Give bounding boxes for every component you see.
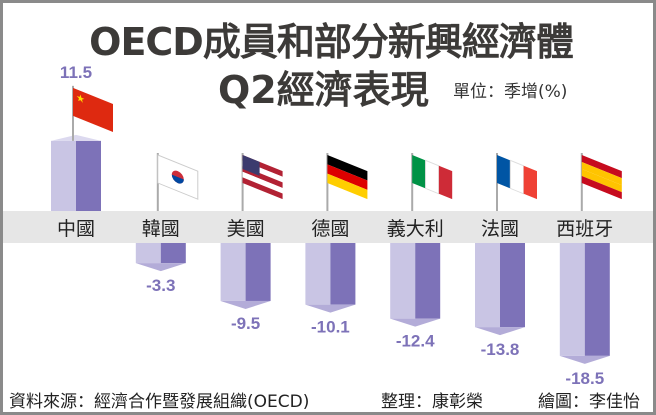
bar-light-face [305, 243, 331, 305]
bar-dark-face [76, 140, 101, 211]
flag-stripe [327, 173, 368, 200]
title-line1: OECD成員和部分新興經濟體 [89, 20, 574, 64]
bar-dark-face [500, 243, 525, 328]
bar-3: -10.1 德國 [305, 153, 368, 337]
flag-stripe [581, 155, 622, 179]
flag-stripe [523, 165, 537, 200]
category-label: 義大利 [387, 218, 444, 240]
flag-stripe [497, 155, 511, 189]
bar-light-face [135, 243, 161, 264]
bar-6: -18.5 西班牙 [556, 153, 622, 388]
bar-bottom-face [135, 263, 186, 272]
spain-flag [581, 155, 622, 200]
category-label: 法國 [481, 218, 519, 240]
france-flag [497, 155, 537, 200]
germany-flag [327, 155, 368, 200]
bar-4: -12.4 義大利 [387, 153, 453, 351]
flag-stripe [73, 87, 113, 133]
bar-dark-face [415, 243, 441, 319]
bar-bottom-face [390, 318, 441, 327]
flag-stripe [327, 164, 368, 190]
category-label: 西班牙 [556, 218, 613, 240]
bar-top-face [51, 134, 101, 141]
flag-stripe [327, 155, 368, 181]
value-label: -18.5 [565, 369, 604, 388]
bar-2: -9.5 美國 [220, 153, 283, 333]
bar-light-face [390, 243, 416, 319]
flag-stripe [412, 155, 426, 189]
flag-stripe [509, 159, 525, 195]
value-label: -13.8 [481, 340, 520, 359]
flag-border [157, 154, 199, 200]
flag-stripe [438, 165, 453, 200]
bar-5: -13.8 法國 [475, 153, 537, 359]
usa-flag [242, 155, 283, 200]
compiled-by: 整理：康彰榮 [381, 392, 483, 412]
flag-star: ★ [76, 91, 85, 106]
category-label: 美國 [227, 218, 265, 240]
value-label: -10.1 [311, 318, 350, 337]
category-label: 德國 [311, 218, 349, 240]
category-band [3, 211, 653, 243]
bar-bottom-face [220, 300, 271, 309]
bar-1: -3.3 韓國 [135, 153, 199, 295]
flag-stripe [581, 162, 622, 186]
bar-light-face [475, 243, 500, 328]
value-label: 11.5 [60, 63, 92, 82]
bar-dark-face [330, 243, 356, 305]
bar-dark-face [245, 243, 271, 301]
value-label: -3.3 [146, 276, 175, 295]
category-label: 中國 [57, 218, 95, 240]
category-label: 韓國 [142, 218, 180, 240]
title-line2: Q2經濟表現 [218, 68, 429, 112]
flag-stripe [581, 169, 622, 193]
source-note: 資料來源：經濟合作暨發展組織(OECD) [9, 392, 310, 412]
bar-bottom-face [475, 327, 525, 336]
bar-chart: 11.5 中國 ★ -3.3 韓國 -9.5 美國 -10.1 德國 -12.4 義大利 -13.8 法… [3, 63, 653, 388]
china-flag: ★ [73, 87, 113, 133]
south-korea-flag [157, 154, 199, 200]
bar-light-face [559, 243, 585, 356]
flag-stripe [581, 176, 622, 200]
italy-flag [412, 155, 453, 200]
flag-stripe [242, 177, 283, 200]
flag-stripe [242, 171, 283, 194]
bar-dark-face [160, 243, 186, 264]
flag-taeguk-blue [171, 174, 184, 184]
bar-0: 11.5 中國 ★ [51, 63, 113, 240]
flag-stripe [425, 159, 440, 195]
flag-canton [242, 155, 260, 176]
value-label: -9.5 [231, 314, 260, 333]
bar-light-face [51, 140, 76, 211]
bar-light-face [220, 243, 246, 301]
bar-bottom-face [559, 355, 610, 364]
unit-label: 單位：季增(%) [453, 82, 568, 102]
bar-bottom-face [305, 304, 356, 313]
bar-dark-face [584, 243, 610, 356]
value-label: -12.4 [396, 332, 435, 351]
drawn-by: 繪圖：李佳怡 [538, 392, 640, 412]
